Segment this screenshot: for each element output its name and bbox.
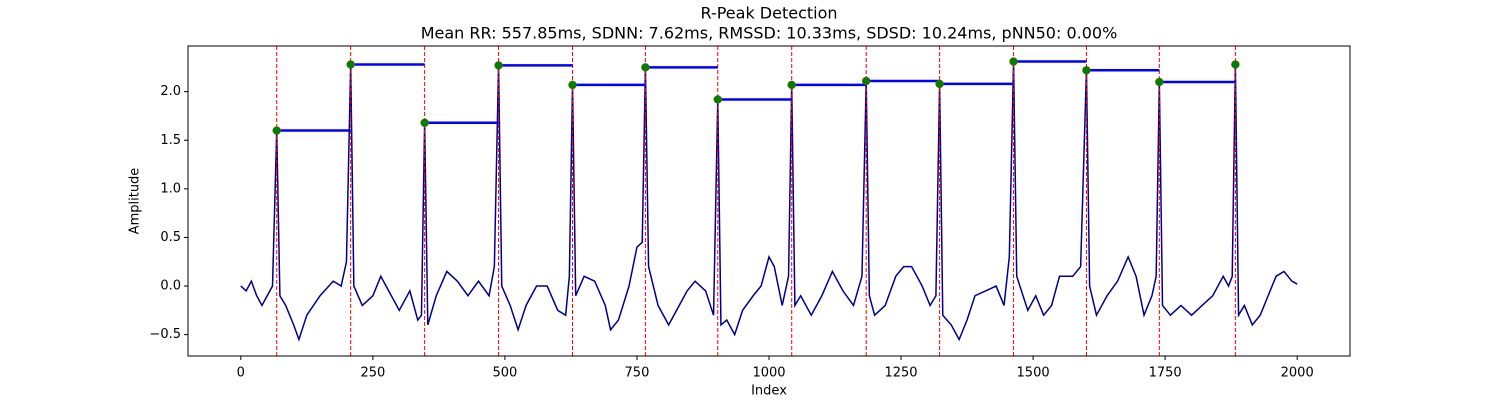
y-axis-label: Amplitude bbox=[128, 168, 143, 235]
x-tick-label: 750 bbox=[625, 366, 650, 381]
x-axis-label: Index bbox=[751, 384, 787, 399]
x-tick-label: 500 bbox=[492, 366, 517, 381]
r-peak bbox=[272, 126, 281, 135]
r-peak bbox=[1082, 66, 1091, 75]
x-tick-label: 0 bbox=[237, 366, 245, 381]
r-peak bbox=[1231, 60, 1240, 69]
signal-line bbox=[240, 61, 1298, 342]
y-tick-label: 1.5 bbox=[160, 133, 181, 148]
x-tick-label: 1500 bbox=[1017, 366, 1050, 381]
chart-subtitle: Mean RR: 557.85ms, SDNN: 7.62ms, RMSSD: … bbox=[421, 24, 1118, 43]
x-tick-label: 2000 bbox=[1281, 366, 1314, 381]
y-tick-label: 1.0 bbox=[160, 181, 181, 196]
y-tick-label: 0.0 bbox=[160, 279, 181, 294]
r-peak bbox=[568, 80, 577, 90]
r-peak bbox=[346, 60, 355, 69]
r-peak bbox=[420, 118, 429, 128]
y-tick-label: −0.5 bbox=[149, 327, 181, 342]
y-tick-label: 2.0 bbox=[160, 84, 181, 99]
x-tick-label: 1000 bbox=[752, 366, 785, 381]
r-peak bbox=[641, 63, 650, 72]
r-peak bbox=[935, 79, 944, 89]
r-peak bbox=[861, 76, 871, 86]
plot-frame bbox=[187, 45, 1351, 357]
x-tick-label: 1750 bbox=[1149, 366, 1182, 381]
r-peak bbox=[494, 61, 503, 70]
r-peak bbox=[1155, 77, 1164, 87]
r-peak bbox=[713, 95, 723, 104]
x-tick-label: 1250 bbox=[884, 366, 917, 381]
x-tick-label: 250 bbox=[360, 366, 385, 381]
chart-title: R-Peak Detection bbox=[700, 4, 837, 23]
y-tick-label: 0.5 bbox=[160, 230, 181, 245]
r-peak bbox=[1009, 57, 1018, 66]
r-peak bbox=[787, 80, 796, 90]
